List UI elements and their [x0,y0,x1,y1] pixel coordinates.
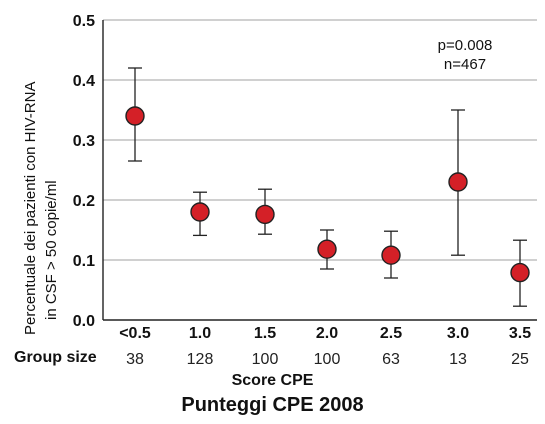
group-size-value: 25 [511,351,529,368]
axes [102,20,537,321]
y-axis-label: Percentuale dei pazienti con HIV-RNA in … [12,55,60,335]
gridlines [103,19,537,261]
y-tick-label: 0.4 [73,73,95,90]
data-point [317,239,337,259]
stats-annotation: p=0.008 n=467 [420,36,510,74]
y-tick-label: 0.2 [73,193,95,210]
data-point [190,202,210,222]
y-tick-label: 0.1 [73,253,95,270]
group-size-value: 38 [126,351,144,368]
data-point [125,106,145,126]
p-value-text: p=0.008 [437,37,493,54]
group-size-values: 38 128 100 100 63 13 25 [126,351,529,368]
x-tick-label: <0.5 [119,325,151,342]
error-bars [128,67,527,307]
y-tick-label: 0.5 [73,13,95,30]
x-axis-title: Score CPE [231,372,314,389]
n-count-text: n=467 [443,56,487,73]
data-point [510,262,530,283]
x-tick-label: 1.0 [189,325,211,342]
group-size-value: 63 [382,351,400,368]
x-tick-label: 2.5 [380,325,402,342]
x-tick-label: 1.5 [254,325,276,342]
x-tick-label: 2.0 [316,325,338,342]
y-tick-label: 0.3 [73,133,95,150]
group-size-value: 13 [449,351,467,368]
group-size-label: Group size [14,349,97,366]
group-size-value: 100 [314,351,341,368]
x-tick-label: 3.0 [447,325,469,342]
x-tick-label: 3.5 [509,325,531,342]
y-tick-label: 0.0 [73,313,95,330]
y-axis-label-line2: in CSF > 50 copie/ml [43,180,60,320]
y-tick-labels: 0.0 0.1 0.2 0.3 0.4 0.5 [73,13,95,330]
data-point [381,245,401,265]
group-size-value: 128 [187,351,214,368]
chart-title: Punteggi CPE 2008 [181,394,364,416]
group-size-value: 100 [252,351,279,368]
data-points [125,106,530,283]
x-tick-labels: <0.5 1.0 1.5 2.0 2.5 3.0 3.5 [119,325,531,342]
data-point [448,172,468,192]
data-point [255,204,275,225]
y-axis-label-line1: Percentuale dei pazienti con HIV-RNA [22,81,39,335]
